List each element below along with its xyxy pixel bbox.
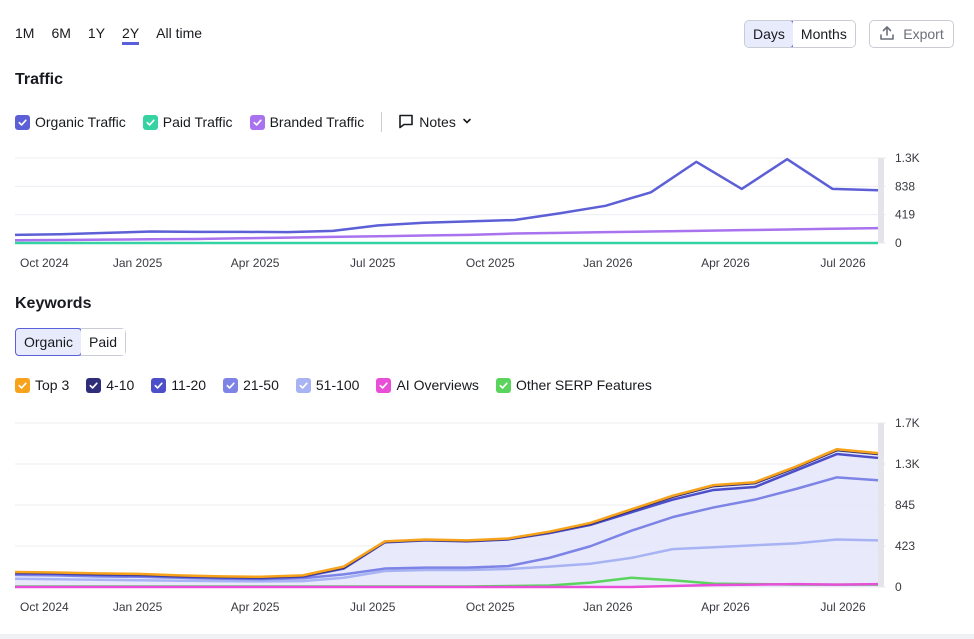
legend-4-10[interactable]: 4-10 xyxy=(86,377,134,393)
y-tick-label: 419 xyxy=(895,208,915,222)
checkbox-icon xyxy=(295,377,311,393)
x-tick-label: Jan 2026 xyxy=(583,256,633,270)
checkbox-icon xyxy=(86,377,102,393)
y-tick-label: 1.3K xyxy=(895,457,920,471)
legend-ai-overviews[interactable]: AI Overviews xyxy=(376,377,479,393)
days-button[interactable]: Days xyxy=(744,21,794,47)
y-tick-label: 0 xyxy=(895,580,902,594)
series-line-branded-traffic xyxy=(14,226,879,242)
legend-label: Paid Traffic xyxy=(162,114,233,130)
legend-organic-traffic[interactable]: Organic Traffic xyxy=(15,114,126,130)
x-tick-label: Jan 2025 xyxy=(113,600,163,614)
legend-label: 21-50 xyxy=(243,377,279,393)
legend-label: Organic Traffic xyxy=(35,114,126,130)
traffic-chart: 1.3K 838 419 0 Oct 2024 Jan 2025 Apr 2025 Jul 2… xyxy=(14,151,920,270)
upload-icon xyxy=(879,25,895,44)
checkbox-icon xyxy=(151,377,167,393)
series-line-organic-traffic xyxy=(14,157,879,237)
series-line-top-3 xyxy=(14,447,879,579)
x-tick-label: Jul 2026 xyxy=(820,600,866,614)
checkbox-icon xyxy=(249,114,265,130)
keywords-type-toggle: Organic Paid xyxy=(15,328,127,356)
keywords-area-fill xyxy=(15,449,878,587)
legend-label: 51-100 xyxy=(315,377,360,393)
legend-label: 4-10 xyxy=(106,377,135,393)
keywords-title: Keywords xyxy=(15,295,92,312)
y-tick-label: 423 xyxy=(895,539,915,553)
range-tab-all-time[interactable]: All time xyxy=(156,25,203,41)
checkbox-icon xyxy=(495,377,511,393)
months-button[interactable]: Months xyxy=(792,21,855,47)
x-tick-label: Jan 2025 xyxy=(113,256,163,270)
y-tick-label: 1.3K xyxy=(895,151,920,165)
x-tick-label: Jan 2026 xyxy=(583,600,633,614)
export-label: Export xyxy=(903,26,944,42)
x-tick-label: Oct 2024 xyxy=(20,256,69,270)
current-period-marker xyxy=(878,423,884,587)
legend-51-100[interactable]: 51-100 xyxy=(295,377,360,393)
keywords-chart: 1.7K 1.3K 845 423 0 Oct 2024 Jan 2025 Apr 2025 J… xyxy=(14,416,920,614)
granularity-toggle: Days Months xyxy=(744,20,856,48)
x-tick-label: Oct 2025 xyxy=(466,600,515,614)
x-tick-label: Jul 2026 xyxy=(820,256,866,270)
x-tick-label: Apr 2026 xyxy=(701,256,750,270)
traffic-legend: Organic Traffic Paid Traffic Branded Tra… xyxy=(15,112,473,132)
current-period-marker xyxy=(878,158,884,243)
notes-dropdown[interactable]: Notes xyxy=(398,113,473,132)
x-tick-label: Oct 2024 xyxy=(20,600,69,614)
y-tick-label: 1.7K xyxy=(895,416,920,430)
legend-label: Other SERP Features xyxy=(515,377,652,393)
checkbox-icon xyxy=(15,377,30,393)
legend-paid-traffic[interactable]: Paid Traffic xyxy=(142,114,233,130)
legend-label: Branded Traffic xyxy=(269,114,365,130)
checkbox-icon xyxy=(15,114,30,130)
legend-label: Top 3 xyxy=(35,377,70,393)
series-line-51-100 xyxy=(14,538,879,583)
legend-21-50[interactable]: 21-50 xyxy=(223,377,279,393)
range-tab-1y[interactable]: 1Y xyxy=(87,25,106,41)
tab-organic[interactable]: Organic xyxy=(15,328,83,356)
y-tick-label: 0 xyxy=(895,236,902,250)
keywords-legend: Top 3 4-10 11-20 21-50 51-100 AI Overvie… xyxy=(15,377,669,393)
legend-divider xyxy=(381,112,383,132)
range-tab-2y[interactable]: 2Y xyxy=(122,25,140,45)
x-tick-label: Jul 2025 xyxy=(350,600,396,614)
chevron-down-icon xyxy=(461,114,473,130)
x-tick-label: Jul 2025 xyxy=(350,256,396,270)
export-button[interactable]: Export xyxy=(869,20,954,48)
series-line-ai-overviews xyxy=(15,582,879,589)
legend-label: 11-20 xyxy=(171,377,207,393)
traffic-title: Traffic xyxy=(15,71,64,88)
y-tick-label: 845 xyxy=(895,498,915,512)
legend-branded-traffic[interactable]: Branded Traffic xyxy=(249,114,365,130)
checkbox-icon xyxy=(142,114,158,130)
tab-paid[interactable]: Paid xyxy=(81,329,126,355)
legend-label: AI Overviews xyxy=(396,377,479,393)
checkbox-icon xyxy=(223,377,239,393)
legend-top-3[interactable]: Top 3 xyxy=(15,377,69,393)
y-tick-label: 838 xyxy=(895,179,915,193)
date-range-tabs: 1M 6M 1Y 2Y All time xyxy=(15,25,219,45)
legend-11-20[interactable]: 11-20 xyxy=(151,377,206,393)
x-tick-label: Oct 2025 xyxy=(466,256,515,270)
comment-icon xyxy=(398,113,414,132)
bottom-divider xyxy=(0,634,974,639)
notes-label: Notes xyxy=(419,114,456,130)
x-tick-label: Apr 2026 xyxy=(701,600,750,614)
x-tick-label: Apr 2025 xyxy=(231,600,280,614)
x-tick-label: Apr 2025 xyxy=(231,256,280,270)
checkbox-icon xyxy=(376,377,392,393)
legend-other-serp-features[interactable]: Other SERP Features xyxy=(495,377,652,393)
range-tab-6m[interactable]: 6M xyxy=(51,25,71,41)
range-tab-1m[interactable]: 1M xyxy=(15,25,35,41)
